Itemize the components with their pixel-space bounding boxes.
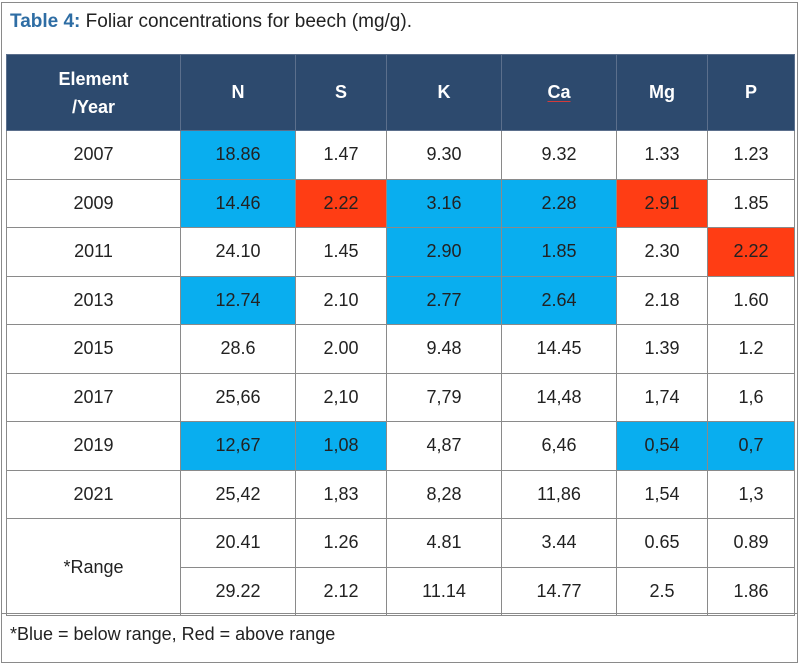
range-label: *Range xyxy=(6,518,181,616)
year-cell: 2015 xyxy=(6,324,181,374)
value-cell-mg: 1.39 xyxy=(616,324,708,374)
value-cell-mg: 0,54 xyxy=(616,421,708,471)
value-cell-ca: 1.85 xyxy=(501,227,617,277)
value-cell-n: 25,42 xyxy=(180,469,296,519)
header-p: P xyxy=(707,54,795,131)
value-cell-s: 2.22 xyxy=(295,178,387,228)
range-high-ca: 14.77 xyxy=(501,566,617,616)
value-cell-n: 24.10 xyxy=(180,227,296,277)
range-high-s: 2.12 xyxy=(295,566,387,616)
value-cell-n: 14.46 xyxy=(180,178,296,228)
value-cell-ca: 6,46 xyxy=(501,421,617,471)
value-cell-ca: 9.32 xyxy=(501,130,617,180)
year-cell: 2017 xyxy=(6,372,181,422)
value-cell-mg: 1,54 xyxy=(616,469,708,519)
value-cell-s: 2,10 xyxy=(295,372,387,422)
value-cell-p: 1.2 xyxy=(707,324,795,374)
value-cell-k: 4,87 xyxy=(386,421,502,471)
value-cell-k: 9.48 xyxy=(386,324,502,374)
value-cell-mg: 2.18 xyxy=(616,275,708,325)
footnote: *Blue = below range, Red = above range xyxy=(10,624,336,644)
range-high-mg: 2.5 xyxy=(616,566,708,616)
table-row: 2009 14.46 2.22 3.16 2.28 2.91 1.85 xyxy=(6,178,795,228)
value-cell-k: 9.30 xyxy=(386,130,502,180)
value-cell-k: 8,28 xyxy=(386,469,502,519)
value-cell-n: 12,67 xyxy=(180,421,296,471)
value-cell-k: 2.90 xyxy=(386,227,502,277)
value-cell-ca: 11,86 xyxy=(501,469,617,519)
value-cell-n: 12.74 xyxy=(180,275,296,325)
value-cell-p: 0,7 xyxy=(707,421,795,471)
value-cell-p: 1.60 xyxy=(707,275,795,325)
value-cell-mg: 2.91 xyxy=(616,178,708,228)
value-cell-p: 2.22 xyxy=(707,227,795,277)
header-ca-label: Ca xyxy=(547,82,571,102)
value-cell-ca: 2.64 xyxy=(501,275,617,325)
year-cell: 2021 xyxy=(6,469,181,519)
table-row: 2013 12.74 2.10 2.77 2.64 2.18 1.60 xyxy=(6,275,795,325)
table-row: 2007 18.86 1.47 9.30 9.32 1.33 1.23 xyxy=(6,130,795,180)
header-element-year: Element /Year xyxy=(6,54,181,131)
value-cell-k: 7,79 xyxy=(386,372,502,422)
value-cell-ca: 2.28 xyxy=(501,178,617,228)
value-cell-n: 28.6 xyxy=(180,324,296,374)
value-cell-s: 1.47 xyxy=(295,130,387,180)
year-cell: 2019 xyxy=(6,421,181,471)
header-element-label: Element xyxy=(58,68,129,89)
value-cell-s: 2.10 xyxy=(295,275,387,325)
table-row: 2021 25,42 1,83 8,28 11,86 1,54 1,3 xyxy=(6,469,795,519)
table-row: 2017 25,66 2,10 7,79 14,48 1,74 1,6 xyxy=(6,372,795,422)
value-cell-mg: 2.30 xyxy=(616,227,708,277)
year-cell: 2011 xyxy=(6,227,181,277)
foliar-concentrations-table: Element /Year N S K Ca Mg P 2007 18.86 1.4… xyxy=(6,54,795,616)
range-low-ca: 3.44 xyxy=(501,518,617,568)
value-cell-n: 18.86 xyxy=(180,130,296,180)
value-cell-s: 1.45 xyxy=(295,227,387,277)
range-high-p: 1.86 xyxy=(707,566,795,616)
value-cell-k: 3.16 xyxy=(386,178,502,228)
value-cell-s: 2.00 xyxy=(295,324,387,374)
value-cell-mg: 1.33 xyxy=(616,130,708,180)
table-row: 2015 28.6 2.00 9.48 14.45 1.39 1.2 xyxy=(6,324,795,374)
value-cell-p: 1.85 xyxy=(707,178,795,228)
year-cell: 2007 xyxy=(6,130,181,180)
value-cell-ca: 14,48 xyxy=(501,372,617,422)
footnote-divider xyxy=(1,613,798,614)
value-cell-ca: 14.45 xyxy=(501,324,617,374)
header-year-label: /Year xyxy=(71,96,116,117)
range-high-k: 11.14 xyxy=(386,566,502,616)
table-row: 2011 24.10 1.45 2.90 1.85 2.30 2.22 xyxy=(6,227,795,277)
value-cell-mg: 1,74 xyxy=(616,372,708,422)
range-low-k: 4.81 xyxy=(386,518,502,568)
header-mg: Mg xyxy=(616,54,708,131)
range-row-low: *Range 20.41 1.26 4.81 3.44 0.65 0.89 xyxy=(6,518,795,616)
caption-label: Table 4: xyxy=(10,11,81,32)
table-caption: Table 4: Foliar concentrations for beech… xyxy=(10,11,412,33)
header-k: K xyxy=(386,54,502,131)
value-cell-p: 1,3 xyxy=(707,469,795,519)
header-ca: Ca xyxy=(501,54,617,131)
value-cell-p: 1,6 xyxy=(707,372,795,422)
caption-text: Foliar concentrations for beech (mg/g). xyxy=(80,11,412,32)
range-low-n: 20.41 xyxy=(180,518,296,568)
value-cell-s: 1,83 xyxy=(295,469,387,519)
range-row-high: 29.22 2.12 11.14 14.77 2.5 1.86 xyxy=(7,566,795,616)
table-body: 2007 18.86 1.47 9.30 9.32 1.33 1.23 2009 14.46 2.… xyxy=(6,130,795,616)
range-low-p: 0.89 xyxy=(707,518,795,568)
range-high-n: 29.22 xyxy=(180,566,296,616)
header-s: S xyxy=(295,54,387,131)
value-cell-s: 1,08 xyxy=(295,421,387,471)
range-low-mg: 0.65 xyxy=(616,518,708,568)
header-row: Element /Year N S K Ca Mg P xyxy=(6,54,795,131)
value-cell-p: 1.23 xyxy=(707,130,795,180)
year-cell: 2013 xyxy=(6,275,181,325)
table-row: 2019 12,67 1,08 4,87 6,46 0,54 0,7 xyxy=(6,421,795,471)
header-n: N xyxy=(180,54,296,131)
value-cell-n: 25,66 xyxy=(180,372,296,422)
year-cell: 2009 xyxy=(6,178,181,228)
value-cell-k: 2.77 xyxy=(386,275,502,325)
range-low-s: 1.26 xyxy=(295,518,387,568)
